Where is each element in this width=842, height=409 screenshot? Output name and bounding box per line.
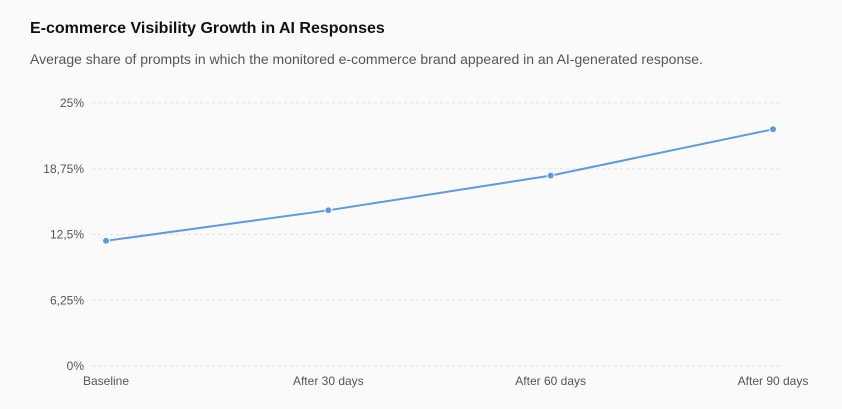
chart-subtitle: Average share of prompts in which the mo… (30, 51, 703, 67)
y-tick-label: 25% (60, 96, 84, 110)
grid-lines (92, 102, 782, 367)
y-tick-label: 0% (67, 359, 85, 373)
x-tick-label: Baseline (83, 374, 129, 388)
y-tick-label: 6,25% (50, 293, 84, 307)
x-tick-label: After 60 days (515, 374, 586, 388)
y-axis-ticks: 0% 6,25% 12,5% 18,75% 25% (43, 96, 84, 373)
x-tick-label: After 90 days (738, 374, 809, 388)
y-tick-label: 12,5% (50, 228, 84, 242)
y-tick-label: 18,75% (43, 162, 84, 176)
data-point[interactable] (769, 125, 777, 134)
data-point[interactable] (102, 236, 110, 245)
data-point[interactable] (324, 206, 333, 215)
x-tick-label: After 30 days (293, 374, 364, 388)
series-layer (102, 125, 777, 245)
x-axis-ticks: Baseline After 30 days After 60 days After … (83, 374, 808, 388)
data-point[interactable] (546, 171, 555, 180)
chart-title: E-commerce Visibility Growth in AI Respo… (30, 20, 385, 37)
series-line (105, 128, 774, 242)
